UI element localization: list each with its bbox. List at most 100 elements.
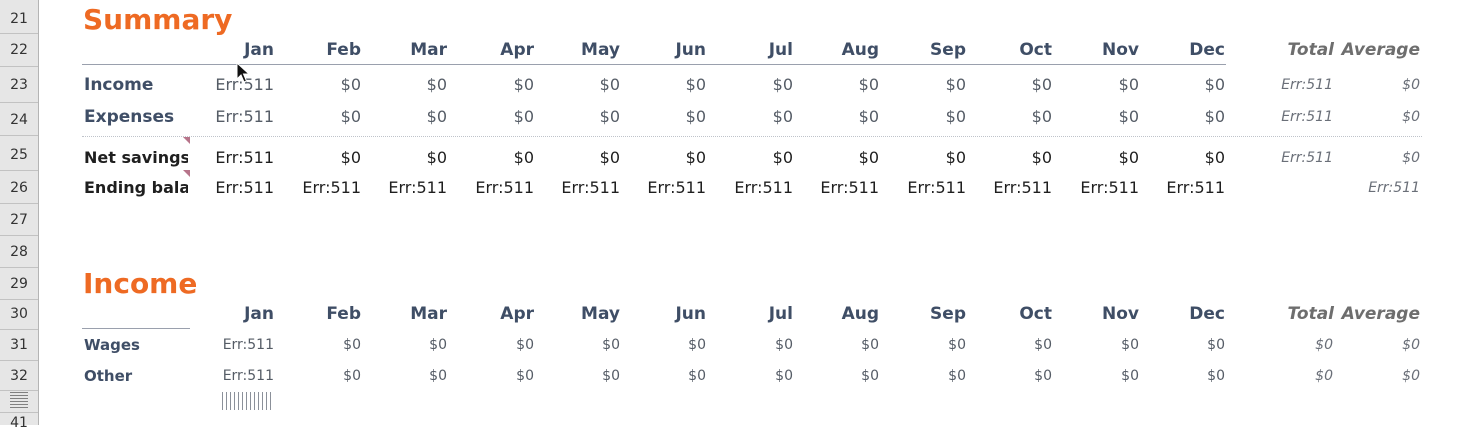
summary-cell[interactable]: $0 (858, 107, 879, 126)
row-number-21[interactable]: 21 (10, 11, 28, 27)
summary-cell[interactable]: Err:511 (647, 178, 706, 197)
summary-cell[interactable]: $0 (513, 75, 534, 94)
row-number-25[interactable]: 25 (10, 147, 28, 163)
income-cell[interactable]: $0 (343, 368, 361, 384)
income-cell[interactable]: $0 (516, 337, 534, 353)
row-number-41[interactable]: 41 (10, 415, 28, 431)
row-number-27[interactable]: 27 (10, 212, 28, 228)
row-number-30[interactable]: 30 (10, 306, 28, 322)
summary-cell[interactable]: Err:511 (475, 178, 534, 197)
row-number-23[interactable]: 23 (10, 77, 28, 93)
summary-cell[interactable]: $0 (1204, 148, 1225, 167)
summary-total-cell[interactable]: Err:511 (1281, 77, 1333, 93)
summary-cell[interactable]: $0 (772, 148, 793, 167)
summary-cell[interactable]: $0 (858, 148, 879, 167)
income-total-cell[interactable]: $0 (1315, 337, 1333, 353)
summary-cell[interactable]: Err:511 (1166, 178, 1225, 197)
summary-cell[interactable]: Err:511 (734, 178, 793, 197)
summary-cell[interactable]: $0 (340, 107, 361, 126)
summary-cell[interactable]: $0 (772, 107, 793, 126)
summary-cell[interactable]: Err:511 (302, 178, 361, 197)
comment-indicator-icon[interactable] (183, 170, 190, 177)
income-total-cell[interactable]: $0 (1315, 368, 1333, 384)
income-cell[interactable]: Err:511 (222, 368, 274, 384)
summary-cell[interactable]: $0 (1031, 75, 1052, 94)
summary-cell[interactable]: Err:511 (215, 107, 274, 126)
income-cell[interactable]: $0 (429, 368, 447, 384)
income-cell[interactable]: $0 (775, 337, 793, 353)
summary-cell[interactable]: $0 (513, 148, 534, 167)
income-cell[interactable]: $0 (1207, 337, 1225, 353)
summary-total-cell[interactable]: Err:511 (1281, 109, 1333, 125)
summary-label-income[interactable]: Income (84, 75, 154, 95)
summary-average-cell[interactable]: Err:511 (1368, 180, 1420, 196)
income-cell[interactable]: $0 (948, 337, 966, 353)
summary-label-ending-balance[interactable]: Ending balance (84, 178, 188, 197)
row-number-24[interactable]: 24 (10, 112, 28, 128)
summary-cell[interactable]: Err:511 (215, 178, 274, 197)
summary-cell[interactable]: $0 (945, 75, 966, 94)
summary-cell[interactable]: $0 (945, 148, 966, 167)
summary-cell[interactable]: $0 (685, 148, 706, 167)
summary-cell[interactable]: $0 (513, 107, 534, 126)
summary-cell[interactable]: Err:511 (388, 178, 447, 197)
summary-cell[interactable]: $0 (599, 75, 620, 94)
summary-cell[interactable]: $0 (1118, 107, 1139, 126)
summary-cell[interactable]: $0 (1204, 107, 1225, 126)
row-header-column[interactable]: 21 22 23 24 25 26 27 28 29 30 31 32 41 (0, 0, 39, 430)
summary-cell[interactable]: $0 (599, 148, 620, 167)
summary-cell[interactable]: $0 (772, 75, 793, 94)
income-cell[interactable]: $0 (688, 337, 706, 353)
summary-cell[interactable]: Err:511 (907, 178, 966, 197)
row-number-26[interactable]: 26 (10, 180, 28, 196)
summary-cell[interactable]: Err:511 (820, 178, 879, 197)
row-number-28[interactable]: 28 (10, 244, 28, 260)
income-cell[interactable]: $0 (429, 337, 447, 353)
summary-cell[interactable]: $0 (1031, 107, 1052, 126)
income-cell[interactable]: $0 (1034, 337, 1052, 353)
summary-cell[interactable]: Err:511 (1080, 178, 1139, 197)
income-average-cell[interactable]: $0 (1402, 337, 1420, 353)
income-cell[interactable]: $0 (775, 368, 793, 384)
summary-label-expenses[interactable]: Expenses (84, 107, 175, 127)
income-cell[interactable]: $0 (343, 337, 361, 353)
income-cell[interactable]: $0 (602, 337, 620, 353)
summary-cell[interactable]: $0 (426, 107, 447, 126)
summary-cell[interactable]: $0 (1204, 75, 1225, 94)
income-average-cell[interactable]: $0 (1402, 368, 1420, 384)
summary-cell[interactable]: $0 (1118, 148, 1139, 167)
comment-indicator-icon[interactable] (183, 137, 190, 144)
summary-cell[interactable]: $0 (1031, 148, 1052, 167)
summary-average-cell[interactable]: $0 (1402, 109, 1420, 125)
income-cell[interactable]: $0 (1034, 368, 1052, 384)
summary-cell[interactable]: $0 (685, 107, 706, 126)
summary-average-cell[interactable]: $0 (1402, 77, 1420, 93)
summary-cell[interactable]: Err:511 (215, 148, 274, 167)
summary-cell[interactable]: $0 (945, 107, 966, 126)
summary-cell[interactable]: Err:511 (215, 75, 274, 94)
income-cell[interactable]: $0 (1121, 368, 1139, 384)
summary-label-net-savings[interactable]: Net savings (84, 148, 188, 167)
income-cell[interactable]: $0 (602, 368, 620, 384)
summary-cell[interactable]: Err:511 (561, 178, 620, 197)
summary-cell[interactable]: $0 (685, 75, 706, 94)
income-cell[interactable]: $0 (1121, 337, 1139, 353)
summary-cell[interactable]: $0 (599, 107, 620, 126)
row-number-22[interactable]: 22 (10, 42, 28, 58)
summary-cell[interactable]: $0 (426, 75, 447, 94)
summary-cell[interactable]: $0 (340, 75, 361, 94)
row-number-31[interactable]: 31 (10, 337, 28, 353)
income-cell[interactable]: $0 (1207, 368, 1225, 384)
income-cell[interactable]: Err:511 (222, 337, 274, 353)
income-cell[interactable]: $0 (516, 368, 534, 384)
row-number-29[interactable]: 29 (10, 276, 28, 292)
income-cell[interactable]: $0 (861, 337, 879, 353)
summary-cell[interactable]: $0 (858, 75, 879, 94)
summary-cell[interactable]: $0 (426, 148, 447, 167)
summary-cell[interactable]: Err:511 (993, 178, 1052, 197)
summary-cell[interactable]: $0 (1118, 75, 1139, 94)
income-label-other[interactable]: Other (84, 367, 133, 385)
row-number-32[interactable]: 32 (10, 368, 28, 384)
summary-cell[interactable]: $0 (340, 148, 361, 167)
income-cell[interactable]: $0 (688, 368, 706, 384)
